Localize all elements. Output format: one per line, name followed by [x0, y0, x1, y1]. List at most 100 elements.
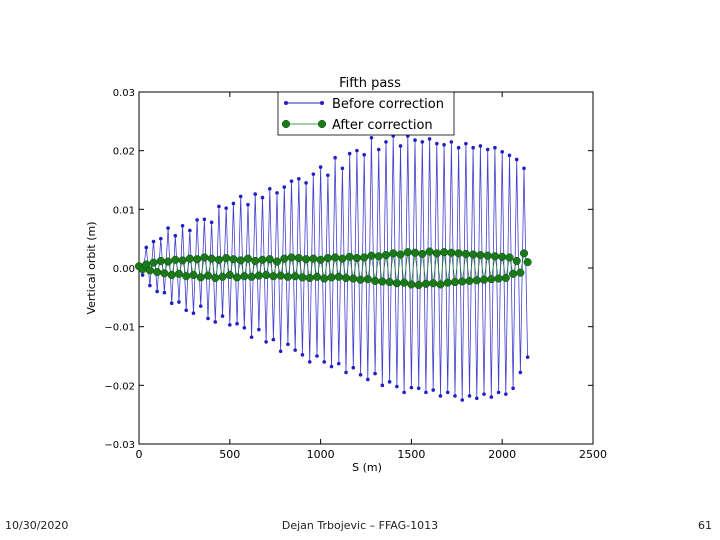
- after-correction-point: [432, 249, 441, 258]
- before-correction-point: [315, 354, 319, 358]
- after-correction-point: [200, 253, 209, 262]
- after-correction-point: [483, 251, 492, 260]
- before-correction-point: [489, 395, 494, 399]
- after-correction-point: [523, 258, 532, 267]
- after-correction-point: [371, 276, 380, 285]
- after-correction-point: [443, 278, 452, 287]
- after-correction-point: [236, 256, 245, 265]
- after-correction-point: [262, 270, 271, 280]
- before-correction-point: [307, 360, 312, 364]
- before-correction-point: [297, 177, 301, 181]
- before-correction-point: [224, 206, 228, 210]
- after-correction-point: [385, 278, 394, 287]
- before-correction-point: [445, 390, 450, 395]
- after-correction-point: [505, 253, 514, 262]
- before-correction-point: [188, 228, 192, 233]
- before-correction-point: [351, 365, 356, 370]
- after-correction-point: [469, 250, 478, 259]
- y-tick-label: −0.01: [104, 323, 135, 334]
- before-correction-point: [496, 390, 501, 395]
- x-axis-label: S (m): [352, 461, 382, 474]
- chart-title: Fifth pass: [339, 76, 401, 91]
- before-correction-point: [474, 396, 479, 401]
- after-correction-point: [356, 275, 365, 284]
- after-correction-point: [302, 255, 311, 264]
- before-correction-point: [453, 394, 457, 398]
- before-correction-point: [202, 217, 207, 222]
- after-correction-point: [251, 256, 260, 266]
- before-correction-point: [217, 204, 221, 209]
- after-correction-point: [392, 279, 401, 288]
- before-correction-point: [373, 371, 377, 376]
- after-correction-point: [479, 275, 489, 284]
- after-correction-point: [214, 255, 223, 264]
- after-correction-point: [421, 279, 430, 288]
- before-correction-point: [184, 308, 189, 313]
- y-tick-label: 0.02: [113, 147, 135, 158]
- before-correction-point: [522, 166, 526, 171]
- y-tick-label: 0.00: [113, 264, 135, 275]
- before-correction-point: [318, 165, 323, 169]
- after-correction-point: [509, 269, 518, 278]
- before-correction-point: [322, 360, 327, 364]
- x-tick-label: 500: [219, 448, 240, 461]
- before-correction-point: [249, 335, 254, 340]
- after-correction-point: [203, 271, 213, 280]
- after-correction-point: [414, 280, 423, 290]
- y-tick-label: −0.02: [104, 381, 135, 392]
- before-correction-point: [228, 323, 232, 327]
- after-correction-point: [345, 252, 354, 261]
- before-correction-point: [424, 390, 428, 395]
- after-correction-point: [247, 272, 256, 281]
- before-correction-point: [264, 340, 268, 344]
- after-correction-point: [512, 256, 521, 266]
- before-correction-point: [507, 153, 512, 158]
- before-correction-point: [140, 273, 145, 277]
- after-correction-point: [389, 249, 398, 258]
- after-correction-point: [363, 275, 372, 284]
- before-correction-point: [151, 239, 156, 244]
- before-correction-point: [155, 289, 159, 294]
- footer-date: 10/30/2020: [5, 519, 69, 532]
- before-correction-point: [169, 301, 174, 306]
- before-correction-point: [206, 316, 210, 321]
- after-correction-point: [429, 279, 438, 288]
- after-correction-point: [490, 252, 499, 261]
- before-correction-point: [329, 364, 334, 369]
- after-correction-point: [269, 272, 278, 281]
- before-correction-point: [427, 137, 432, 141]
- before-correction-point: [286, 342, 290, 347]
- before-correction-point: [238, 194, 243, 199]
- after-correction-point: [156, 256, 165, 266]
- after-correction-point: [153, 268, 162, 277]
- before-correction-point: [355, 148, 359, 153]
- after-correction-point: [218, 272, 227, 281]
- after-correction-point: [447, 248, 456, 257]
- before-correction-point: [449, 140, 454, 144]
- after-correction-point: [189, 270, 198, 280]
- after-correction-point: [298, 273, 307, 282]
- before-correction-point: [148, 283, 152, 288]
- before-correction-point: [289, 179, 294, 183]
- x-tick-label: 1000: [307, 448, 335, 461]
- before-correction-point: [267, 187, 272, 191]
- legend-label-after: After correction: [332, 118, 433, 133]
- before-correction-point: [420, 140, 425, 144]
- after-correction-point: [309, 254, 318, 263]
- before-correction-point: [518, 370, 523, 375]
- after-correction-point: [174, 269, 184, 278]
- before-correction-point: [304, 181, 308, 185]
- before-correction-point: [191, 311, 196, 315]
- after-correction-point: [400, 278, 409, 287]
- before-correction-point: [395, 384, 399, 389]
- after-correction-point: [476, 251, 485, 260]
- after-correction-point: [167, 270, 176, 280]
- after-correction-point: [211, 273, 220, 283]
- after-correction-point: [149, 258, 158, 267]
- after-correction-point: [178, 256, 187, 265]
- after-correction-point: [519, 249, 529, 258]
- before-correction-point: [471, 145, 475, 150]
- after-correction-point: [323, 253, 332, 263]
- before-correction-point: [213, 320, 218, 324]
- before-correction-point: [173, 233, 178, 238]
